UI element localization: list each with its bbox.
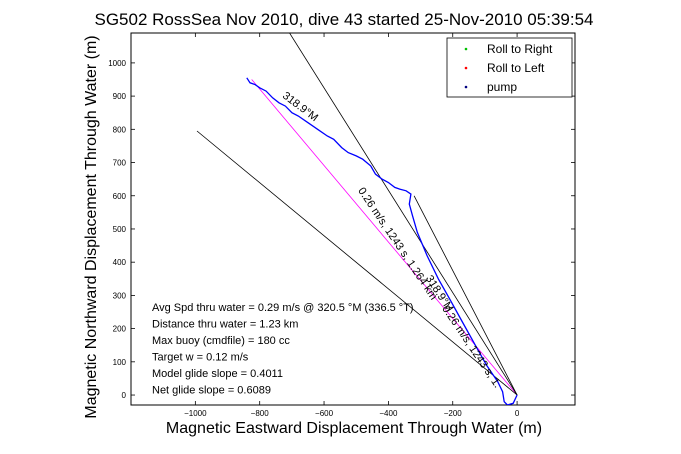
track-series-0 (246, 77, 518, 405)
y-axis-label: Magnetic Northward Displacement Through … (83, 35, 100, 418)
legend-label: pump (487, 80, 517, 94)
y-tick-label: 0 (122, 391, 127, 400)
stats-block: Avg Spd thru water = 0.29 m/s @ 320.5 °M… (152, 302, 414, 397)
y-tick-label: 300 (113, 291, 127, 300)
legend: Roll to Right Roll to Left pump (446, 37, 573, 98)
y-tick-label: 1000 (108, 59, 126, 68)
legend-label: Roll to Left (487, 61, 545, 75)
x-tick-label: −400 (379, 409, 398, 418)
y-tick-label: 100 (113, 358, 127, 367)
stats-line: Avg Spd thru water = 0.29 m/s @ 320.5 °M… (152, 302, 414, 314)
y-tick-label: 600 (113, 192, 127, 201)
legend-marker (464, 66, 468, 70)
x-tick-label: −200 (444, 409, 463, 418)
x-tick-label: −1000 (184, 409, 207, 418)
y-tick-label: 400 (113, 258, 127, 267)
stats-line: Model glide slope = 0.4011 (152, 368, 283, 380)
reference-line-0 (251, 79, 518, 396)
stats-line: Net glide slope = 0.6089 (152, 385, 271, 397)
legend-marker (464, 47, 468, 51)
y-tick-label: 700 (113, 159, 127, 168)
y-tick-label: 200 (113, 325, 127, 334)
y-tick-label: 900 (113, 92, 127, 101)
x-axis-label: Magnetic Eastward Displacement Through W… (166, 420, 542, 437)
y-tick-label: 800 (113, 125, 127, 134)
reference-line-1 (196, 130, 518, 396)
x-tick-label: 0 (515, 409, 520, 418)
legend-box (446, 37, 573, 98)
stats-line: Target w = 0.12 m/s (152, 352, 249, 364)
x-tick-label: −800 (251, 409, 270, 418)
x-axis-ticks: −1000 −800 −600 −400 −200 0 (184, 33, 520, 418)
stats-line: Max buoy (cmdfile) = 180 cc (152, 335, 290, 347)
legend-label: Roll to Right (487, 42, 553, 56)
reference-line-2 (289, 33, 518, 396)
legend-marker (464, 85, 468, 89)
chart-title: SG502 RossSea Nov 2010, dive 43 started … (95, 10, 594, 29)
y-axis-ticks: 0 100 200 300 400 500 600 700 800 900 1000 (108, 59, 575, 400)
reference-line-3 (413, 195, 518, 396)
y-tick-label: 500 (113, 225, 127, 234)
x-tick-label: −600 (315, 409, 334, 418)
stats-line: Distance thru water = 1.23 km (152, 319, 298, 331)
